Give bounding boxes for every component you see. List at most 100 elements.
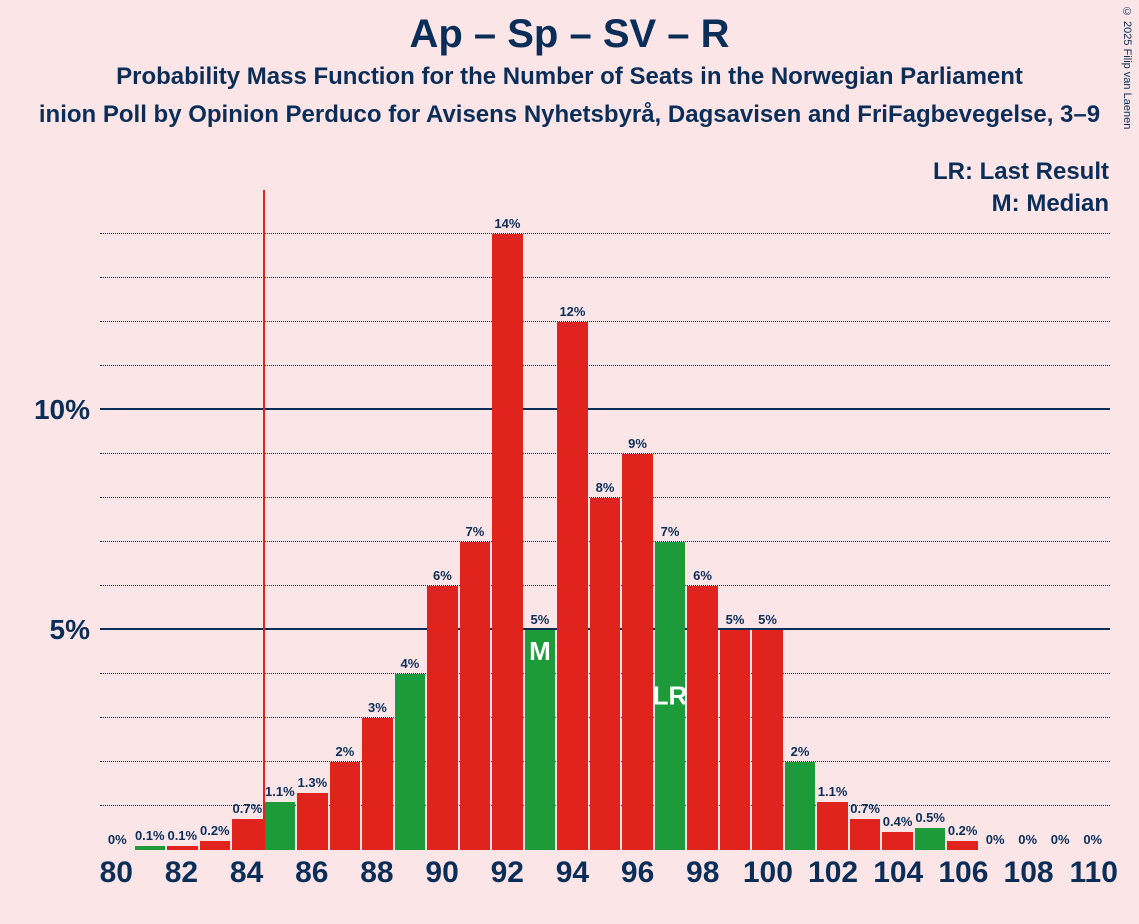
bar-value-label: 0.1% (167, 828, 197, 843)
y-tick-label: 10% (34, 394, 90, 426)
x-tick-label: 106 (938, 856, 988, 890)
x-tick-label: 104 (873, 856, 923, 890)
bar-slot: 0.5% (915, 190, 946, 850)
bar-value-label: 9% (628, 436, 647, 451)
bar: 9% (622, 454, 653, 850)
bar-slot: 0% (1045, 190, 1076, 850)
bar-value-label: 0% (1018, 832, 1037, 847)
x-tick-label: 98 (686, 856, 719, 890)
x-tick-label: 82 (165, 856, 198, 890)
bar: 6% (687, 586, 718, 850)
bar-slot: 1.3% (297, 190, 328, 850)
bar-slot: 0.2% (200, 190, 231, 850)
bar-slot: 3% (362, 190, 393, 850)
chart-subtitle: Probability Mass Function for the Number… (0, 63, 1139, 91)
bar-value-label: 4% (400, 656, 419, 671)
bar-slot: 7%LR (655, 190, 686, 850)
bar-value-label: 0% (1051, 832, 1070, 847)
bar-value-label: 0.2% (200, 823, 230, 838)
bar: 8% (590, 498, 621, 850)
bar-value-label: 2% (335, 744, 354, 759)
bar-slot: 0.7% (232, 190, 263, 850)
x-tick-label: 84 (230, 856, 263, 890)
x-tick-label: 92 (491, 856, 524, 890)
bar: 6% (427, 586, 458, 850)
bar-value-label: 8% (596, 480, 615, 495)
bar-value-label: 5% (531, 612, 550, 627)
bar-slot: 0.2% (947, 190, 978, 850)
bar: 3% (362, 718, 393, 850)
bar: 1.3% (297, 793, 328, 850)
bar: 2% (330, 762, 361, 850)
x-tick-label: 96 (621, 856, 654, 890)
bar: 5% (720, 630, 751, 850)
bar: 0.5% (915, 828, 946, 850)
bar-value-label: 1.1% (265, 784, 295, 799)
bar: 2% (785, 762, 816, 850)
bar-value-label: 5% (758, 612, 777, 627)
chart-title: Ap – Sp – SV – R (0, 12, 1139, 57)
bar-slot: 0.7% (850, 190, 881, 850)
bar-slot: 6% (687, 190, 718, 850)
bar-slot: 1.1% (265, 190, 296, 850)
bar-slot: 0.1% (167, 190, 198, 850)
copyright-text: © 2025 Filip van Laenen (1121, 6, 1133, 129)
x-tick-label: 86 (295, 856, 328, 890)
x-tick-label: 102 (808, 856, 858, 890)
bar: 0.1% (135, 846, 166, 850)
bar: 14% (492, 234, 523, 850)
bar: 5% (752, 630, 783, 850)
bar-value-label: 14% (494, 216, 520, 231)
bar-value-label: 2% (791, 744, 810, 759)
bar-value-label: 0% (108, 832, 127, 847)
bar-annotation: M (529, 636, 551, 667)
bar-value-label: 0% (986, 832, 1005, 847)
x-tick-label: 80 (100, 856, 133, 890)
chart-subtitle-2: inion Poll by Opinion Perduco for Avisen… (0, 101, 1139, 129)
bar-value-label: 3% (368, 700, 387, 715)
bar: 0.1% (167, 846, 198, 850)
bar-value-label: 1.3% (298, 775, 328, 790)
bar-value-label: 0.1% (135, 828, 165, 843)
bar: 0.7% (232, 819, 263, 850)
bar-slot: 0% (102, 190, 133, 850)
pmf-chart: 5%10% 0%0.1%0.1%0.2%0.7%1.1%1.3%2%3%4%6%… (100, 190, 1110, 850)
bar-slot: 7% (460, 190, 491, 850)
bar-value-label: 0% (1083, 832, 1102, 847)
bar: 5%M (525, 630, 556, 850)
x-tick-label: 94 (556, 856, 589, 890)
bar: 7% (460, 542, 491, 850)
bar: 0.2% (947, 841, 978, 850)
bar: 1.1% (817, 802, 848, 850)
bar-slot: 5% (752, 190, 783, 850)
bar-slot: 6% (427, 190, 458, 850)
bar: 1.1% (265, 802, 296, 850)
bar: 12% (557, 322, 588, 850)
bar-slot: 2% (330, 190, 361, 850)
bar-value-label: 0.5% (915, 810, 945, 825)
bar-slot: 12% (557, 190, 588, 850)
bar: 4% (395, 674, 426, 850)
bar-value-label: 7% (466, 524, 485, 539)
bar-slot: 2% (785, 190, 816, 850)
bar-slot: 0% (1012, 190, 1043, 850)
bar-value-label: 0.4% (883, 814, 913, 829)
bar-value-label: 1.1% (818, 784, 848, 799)
bar-value-label: 6% (433, 568, 452, 583)
bar: 0.2% (200, 841, 231, 850)
bar: 7%LR (655, 542, 686, 850)
bar-slot: 5% (720, 190, 751, 850)
bar-slot: 9% (622, 190, 653, 850)
bar-slot: 0% (980, 190, 1011, 850)
bar-value-label: 7% (661, 524, 680, 539)
x-tick-label: 108 (1004, 856, 1054, 890)
bar-value-label: 0.7% (232, 801, 262, 816)
bar-slot: 0% (1077, 190, 1108, 850)
bar-value-label: 6% (693, 568, 712, 583)
legend-lr: LR: Last Result (933, 158, 1109, 186)
bar-value-label: 5% (726, 612, 745, 627)
bar-slot: 0.1% (135, 190, 166, 850)
x-tick-label: 90 (425, 856, 458, 890)
bar-slot: 1.1% (817, 190, 848, 850)
bar-slot: 14% (492, 190, 523, 850)
